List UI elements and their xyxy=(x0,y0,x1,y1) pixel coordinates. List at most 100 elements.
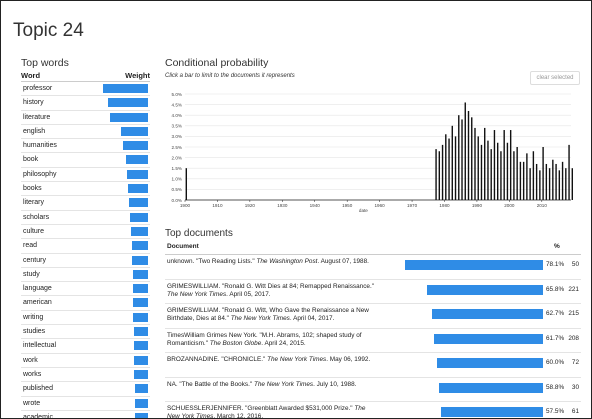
probability-bar[interactable] xyxy=(516,147,518,200)
document-citation[interactable]: GRIMESWILLIAM. "Ronald G. Witt Dies at 8… xyxy=(167,283,375,299)
probability-bar[interactable] xyxy=(480,144,483,200)
word-row[interactable]: literature xyxy=(21,111,150,125)
probability-bar[interactable] xyxy=(509,130,512,200)
probability-bar[interactable] xyxy=(467,110,470,200)
probability-bar[interactable] xyxy=(548,168,551,200)
probability-bar[interactable] xyxy=(448,138,450,200)
probability-bar[interactable] xyxy=(185,168,187,200)
probability-bar[interactable] xyxy=(474,127,476,200)
word-row[interactable]: published xyxy=(21,382,150,397)
probability-bar[interactable] xyxy=(561,161,564,200)
word-row[interactable]: philosophy xyxy=(21,168,150,183)
document-row[interactable]: TimesWilliam Grimes New York. "M.H. Abra… xyxy=(165,329,581,353)
probability-bar[interactable] xyxy=(558,170,561,200)
probability-bar[interactable] xyxy=(529,168,531,200)
document-row[interactable]: unknown. "Two Reading Lists." The Washin… xyxy=(165,255,581,280)
word-row[interactable]: humanities xyxy=(21,139,150,154)
document-row[interactable]: NA. "The Battle of the Books." The New Y… xyxy=(165,378,581,402)
word-row[interactable]: books xyxy=(21,182,150,197)
document-citation[interactable]: GRIMESWILLIAM. "Ronald G. Witt, Who Gave… xyxy=(167,307,375,323)
word-label[interactable]: professor xyxy=(23,85,53,92)
word-label[interactable]: history xyxy=(23,99,44,107)
document-citation[interactable]: SCHUESSLERJENNIFER. "Greenblatt Awarded … xyxy=(167,405,375,418)
word-row[interactable]: american xyxy=(21,296,150,311)
document-column-header[interactable]: Document xyxy=(167,243,199,250)
probability-bar[interactable] xyxy=(445,134,447,200)
probability-bar[interactable] xyxy=(513,151,515,200)
word-label[interactable]: language xyxy=(23,285,52,293)
word-label[interactable]: work xyxy=(23,356,38,364)
word-label[interactable]: century xyxy=(23,256,46,264)
word-row[interactable]: history xyxy=(21,96,150,111)
word-row[interactable]: works xyxy=(21,368,150,383)
word-row[interactable]: literary xyxy=(21,196,150,211)
probability-bar[interactable] xyxy=(441,144,444,200)
document-citation[interactable]: BROZANNADINE. "CHRONICLE." The New York … xyxy=(167,356,375,364)
percent-column-header[interactable]: % xyxy=(554,243,560,250)
probability-bar[interactable] xyxy=(506,142,509,200)
probability-bar[interactable] xyxy=(568,144,570,200)
weight-column-header[interactable]: Weight xyxy=(125,71,150,80)
probability-bar[interactable] xyxy=(503,130,505,200)
word-row[interactable]: study xyxy=(21,268,150,283)
word-row[interactable]: culture xyxy=(21,225,150,240)
word-label[interactable]: published xyxy=(23,385,53,393)
document-row[interactable]: GRIMESWILLIAM. "Ronald G. Witt Dies at 8… xyxy=(165,280,581,304)
probability-bar[interactable] xyxy=(565,168,567,200)
probability-bar[interactable] xyxy=(435,149,437,200)
word-row[interactable]: century xyxy=(21,254,150,268)
probability-bar[interactable] xyxy=(477,136,479,200)
word-row[interactable]: english xyxy=(21,125,150,140)
document-citation[interactable]: NA. "The Battle of the Books." The New Y… xyxy=(167,381,375,389)
probability-bar[interactable] xyxy=(438,151,441,200)
probability-bar[interactable] xyxy=(484,127,486,200)
word-label[interactable]: english xyxy=(23,127,46,135)
word-label[interactable]: academic xyxy=(23,413,53,419)
word-label[interactable]: studies xyxy=(23,328,46,336)
probability-bar[interactable] xyxy=(532,151,535,200)
probability-bar[interactable] xyxy=(555,163,557,200)
word-row[interactable]: work xyxy=(21,354,150,368)
word-row[interactable]: academic xyxy=(21,411,150,419)
word-label[interactable]: literature xyxy=(23,113,51,121)
clear-selected-button[interactable]: clear selected xyxy=(530,71,580,85)
word-row[interactable]: language xyxy=(21,282,150,297)
word-label[interactable]: wrote xyxy=(23,399,41,407)
word-label[interactable]: humanities xyxy=(23,142,57,150)
probability-bar[interactable] xyxy=(552,159,554,200)
probability-bar[interactable] xyxy=(522,161,525,200)
word-row[interactable]: book xyxy=(21,153,150,168)
probability-bar[interactable] xyxy=(542,147,544,200)
probability-bar[interactable] xyxy=(539,170,541,200)
probability-bar[interactable] xyxy=(490,149,492,200)
probability-bar[interactable] xyxy=(461,119,463,200)
probability-bar[interactable] xyxy=(464,102,466,200)
word-label[interactable]: literary xyxy=(23,199,45,207)
document-row[interactable]: GRIMESWILLIAM. "Ronald G. Witt, Who Gave… xyxy=(165,304,581,329)
probability-bar[interactable] xyxy=(471,117,473,200)
word-label[interactable]: works xyxy=(23,370,42,378)
probability-bar[interactable] xyxy=(526,153,528,200)
probability-bar[interactable] xyxy=(496,142,499,200)
word-row[interactable]: read xyxy=(21,239,150,254)
word-label[interactable]: culture xyxy=(23,227,45,235)
word-row[interactable]: writing xyxy=(21,311,150,326)
word-label[interactable]: philosophy xyxy=(23,170,57,178)
word-column-header[interactable]: Word xyxy=(21,71,41,80)
probability-bar[interactable] xyxy=(493,130,496,200)
document-citation[interactable]: unknown. "Two Reading Lists." The Washin… xyxy=(167,258,375,266)
word-label[interactable]: american xyxy=(23,299,52,307)
probability-bar[interactable] xyxy=(451,125,453,200)
conditional-probability-chart[interactable]: 0.0% 0.5% 1.0% 1.5% 2.0% 2.5% 3.0% 3.5% 4.0% 4.5%… xyxy=(165,87,583,217)
document-citation[interactable]: TimesWilliam Grimes New York. "M.H. Abra… xyxy=(167,332,375,348)
word-label[interactable]: read xyxy=(23,242,38,250)
word-label[interactable]: book xyxy=(23,156,39,164)
word-label[interactable]: scholars xyxy=(23,213,50,221)
probability-bar[interactable] xyxy=(500,151,502,200)
word-label[interactable]: books xyxy=(23,185,42,193)
word-row[interactable]: wrote xyxy=(21,397,150,411)
word-label[interactable]: study xyxy=(23,270,40,278)
probability-bar[interactable] xyxy=(454,136,457,200)
probability-bar[interactable] xyxy=(545,163,548,200)
document-row[interactable]: SCHUESSLERJENNIFER. "Greenblatt Awarded … xyxy=(165,402,581,418)
